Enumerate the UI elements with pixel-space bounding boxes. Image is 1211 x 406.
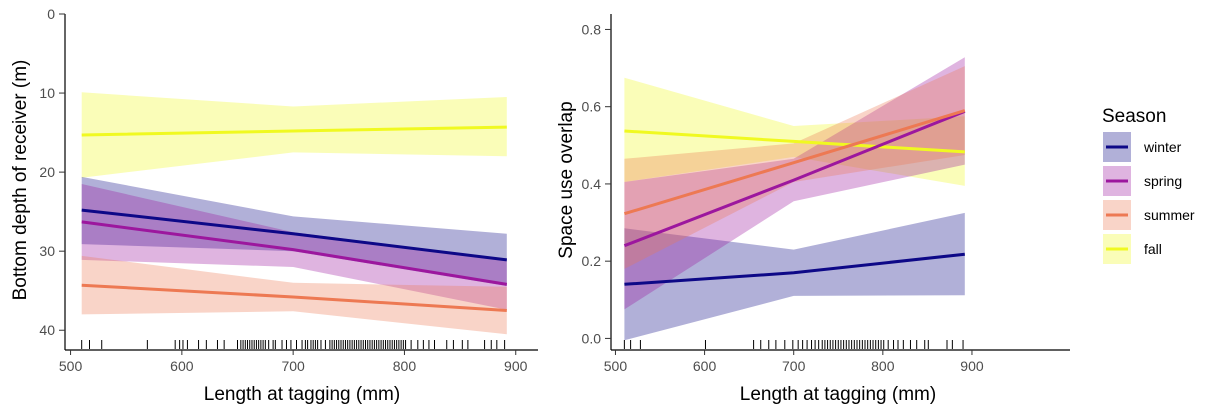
depth-panel: 500 600 700 800 900 0 10 20 30 40 Length at taggi… bbox=[10, 6, 538, 405]
y-tick-label: 0.4 bbox=[582, 176, 602, 192]
y-tick-label: 0 bbox=[47, 6, 55, 22]
spring-ci-ribbon bbox=[81, 184, 507, 310]
y-tick-label: 0.6 bbox=[582, 99, 602, 115]
summer-legend-label: summer bbox=[1144, 207, 1195, 223]
winter-ci-ribbon bbox=[624, 212, 965, 341]
winter-legend-label: winter bbox=[1143, 139, 1182, 155]
y-tick-label: 40 bbox=[39, 322, 55, 338]
spring-ci-ribbon bbox=[624, 57, 965, 310]
fall-legend-label: fall bbox=[1144, 241, 1162, 257]
x-tick-label: 500 bbox=[604, 358, 628, 374]
winter-fit-line bbox=[624, 252, 965, 286]
y-tick-label: 0.0 bbox=[582, 330, 602, 346]
x-tick-label: 500 bbox=[59, 358, 83, 374]
x-tick-label: 700 bbox=[782, 358, 806, 374]
legend: Season winter spring summer fall bbox=[1102, 106, 1195, 264]
y-tick-label: 0.8 bbox=[582, 21, 602, 37]
x-tick-label: 800 bbox=[393, 358, 417, 374]
fall-fit-line bbox=[624, 129, 965, 154]
x-tick-label: 700 bbox=[281, 358, 305, 374]
summer-fit-line bbox=[623, 109, 966, 216]
summer-ci-ribbon bbox=[81, 255, 507, 335]
y-tick-label: 20 bbox=[39, 164, 55, 180]
x-axis-title: Length at tagging (mm) bbox=[740, 384, 936, 405]
x-tick-label: 600 bbox=[170, 358, 194, 374]
legend-title: Season bbox=[1102, 106, 1166, 127]
spring-fit-line bbox=[623, 109, 966, 248]
x-tick-label: 800 bbox=[871, 358, 895, 374]
y-axis-title: Bottom depth of receiver (m) bbox=[10, 60, 31, 301]
fall-ci-ribbon bbox=[624, 77, 965, 186]
spring-legend-label: spring bbox=[1144, 173, 1182, 189]
x-tick-label: 900 bbox=[960, 358, 984, 374]
fall-fit-line bbox=[81, 125, 507, 137]
y-tick-label: 0.2 bbox=[582, 253, 602, 269]
winter-ci-ribbon bbox=[81, 176, 507, 286]
y-tick-label: 10 bbox=[39, 85, 55, 101]
y-axis-title: Space use overlap bbox=[556, 101, 577, 258]
summer-ci-ribbon bbox=[624, 66, 965, 269]
winter-fit-line bbox=[81, 208, 507, 262]
spring-fit-line bbox=[81, 220, 508, 286]
fall-ci-ribbon bbox=[81, 92, 507, 178]
x-tick-label: 600 bbox=[693, 358, 717, 374]
x-tick-label: 900 bbox=[504, 358, 528, 374]
overlap-panel: 500 600 700 800 900 0.0 0.2 0.4 0.6 0.8 Length at… bbox=[556, 14, 1070, 405]
y-tick-label: 30 bbox=[39, 243, 55, 259]
x-axis-title: Length at tagging (mm) bbox=[204, 384, 400, 405]
summer-fit-line bbox=[81, 283, 507, 312]
